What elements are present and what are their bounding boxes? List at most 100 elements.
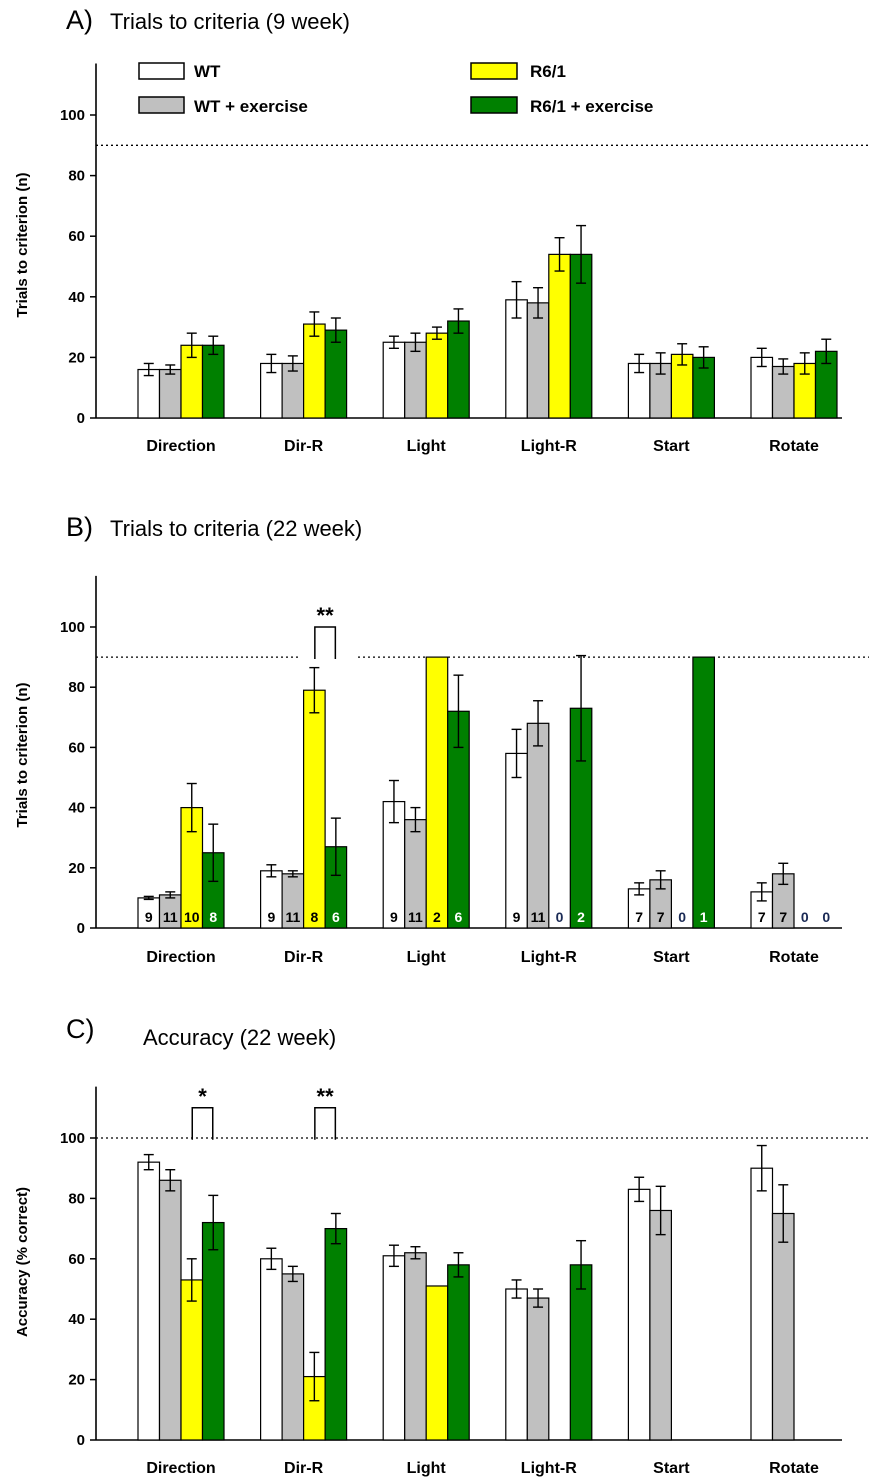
n-label-wt-exercise-dir-r: 11: [285, 909, 300, 925]
n-label-r6-1-exercise-light: 6: [455, 909, 463, 925]
n-label-r6-1-light: 2: [433, 909, 441, 925]
panel-b-title: Trials to criteria (22 week): [110, 516, 362, 541]
panel-a-ylabel: Trials to criterion (n): [14, 172, 31, 317]
legend-label-wt-exercise: WT + exercise: [194, 97, 308, 116]
n-label-wt-exercise-start: 7: [657, 909, 665, 925]
category-label-light-r: Light-R: [521, 438, 577, 455]
category-label-rotate: Rotate: [769, 438, 819, 455]
bar-r6-1-exercise-direction: [201, 1221, 225, 1441]
bar-r6-1-exercise-direction: [201, 344, 225, 419]
category-label-start: Start: [653, 438, 690, 455]
bar-r6-1-light-r: [548, 253, 571, 419]
y-tick-label: 40: [68, 800, 85, 817]
n-label-wt-exercise-light-r: 11: [531, 909, 546, 925]
bar-wt-exercise-light: [404, 341, 427, 419]
panel-c-ylabel: Accuracy (% correct): [14, 1187, 31, 1337]
n-label-r6-1-rotate: 0: [801, 909, 809, 925]
bar-wt-exercise-light-r: [526, 1297, 550, 1441]
y-tick-label: 60: [68, 1251, 85, 1268]
bar-wt-light: [382, 341, 406, 419]
bar-r6-1-dir-r: [303, 689, 326, 929]
bar-r6-1-direction: [180, 1279, 204, 1441]
category-label-light-r: Light-R: [521, 1460, 577, 1477]
significance-bracket: [191, 1107, 214, 1140]
bar-r6-1-exercise-dir-r: [324, 329, 348, 419]
y-tick-label: 80: [68, 168, 85, 185]
y-tick-label: 20: [68, 349, 85, 366]
n-label-wt-rotate: 7: [758, 909, 766, 925]
bar-r6-1-exercise-start: [692, 656, 716, 929]
category-label-dir-r: Dir-R: [284, 438, 324, 455]
category-label-dir-r: Dir-R: [284, 949, 324, 966]
bar-wt-exercise-dir-r: [281, 1273, 305, 1441]
category-label-direction: Direction: [146, 949, 215, 966]
bar-wt-direction: [137, 368, 161, 419]
bar-r6-1-exercise-dir-r: [324, 1227, 348, 1441]
n-label-r6-1-start: 0: [678, 909, 686, 925]
legend-swatch-wt-exercise: [138, 96, 185, 114]
bar-r6-1-light: [425, 332, 449, 419]
bar-wt-direction: [137, 1161, 161, 1441]
bar-r6-1-exercise-light-r: [569, 1264, 593, 1441]
n-label-r6-1-direction: 10: [184, 909, 200, 925]
n-label-r6-1-exercise-light-r: 2: [577, 909, 585, 925]
panel-a-letter: A): [66, 5, 93, 35]
significance-label: **: [317, 1084, 335, 1109]
n-label-wt-exercise-rotate: 7: [779, 909, 787, 925]
n-label-wt-light: 9: [390, 909, 398, 925]
bar-wt-dir-r: [260, 1258, 283, 1441]
category-label-direction: Direction: [146, 1460, 215, 1477]
legend-swatch-r61: [470, 62, 518, 80]
y-tick-label: 60: [68, 739, 85, 756]
y-tick-label: 40: [68, 1311, 85, 1328]
y-tick-label: 0: [77, 1432, 85, 1449]
bar-wt-light-r: [505, 752, 528, 929]
category-label-rotate: Rotate: [769, 1460, 819, 1477]
category-label-light-r: Light-R: [521, 949, 577, 966]
bar-wt-start: [627, 1188, 651, 1441]
panel-c-letter: C): [66, 1014, 95, 1044]
n-label-r6-1-exercise-direction: 8: [209, 909, 217, 925]
y-tick-label: 20: [68, 1372, 85, 1389]
legend-swatch-wt: [138, 62, 185, 80]
panel-b-ylabel: Trials to criterion (n): [14, 682, 31, 827]
bar-r6-1-exercise-light: [447, 1264, 470, 1441]
y-tick-label: 40: [68, 289, 85, 306]
y-tick-label: 0: [77, 920, 85, 937]
n-label-r6-1-exercise-start: 1: [700, 909, 708, 925]
bar-wt-exercise-light-r: [526, 722, 550, 929]
y-tick-label: 0: [77, 410, 85, 427]
y-tick-label: 80: [68, 679, 85, 696]
legend-label-r61-exercise: R6/1 + exercise: [530, 97, 653, 116]
category-label-start: Start: [653, 949, 690, 966]
panel-c-plot: 0 20 40 60 80 100 Direction Dir-R Light Light-R St…: [60, 1084, 869, 1477]
category-label-start: Start: [653, 1460, 690, 1477]
bar-wt-exercise-direction: [158, 368, 182, 419]
panel-b-letter: B): [66, 512, 93, 542]
n-label-r6-1-exercise-rotate: 0: [822, 909, 830, 925]
bar-wt-rotate: [750, 1167, 774, 1441]
bar-wt-exercise-light-r: [526, 302, 550, 419]
category-label-rotate: Rotate: [769, 949, 819, 966]
n-label-wt-start: 7: [635, 909, 643, 925]
legend-label-r61: R6/1: [530, 62, 566, 81]
y-tick-label: 100: [60, 107, 85, 124]
n-label-wt-exercise-light: 11: [408, 909, 423, 925]
bar-wt-exercise-direction: [158, 1179, 182, 1441]
significance-bracket: [314, 626, 337, 659]
category-label-light: Light: [407, 1460, 447, 1477]
bar-r6-1-dir-r: [303, 323, 326, 419]
significance-bracket: [314, 1107, 337, 1140]
n-label-wt-light-r: 9: [513, 909, 521, 925]
panel-c-title: Accuracy (22 week): [143, 1025, 336, 1050]
significance-label: **: [317, 603, 335, 628]
category-label-light: Light: [407, 438, 447, 455]
bar-wt-exercise-rotate: [771, 1212, 795, 1441]
n-label-r6-1-light-r: 0: [556, 909, 564, 925]
legend: WT WT + exercise R6/1 R6/1 + exercise: [138, 62, 653, 116]
bar-r6-1-exercise-light: [447, 320, 470, 419]
bar-r6-1-light: [425, 656, 449, 929]
significance-label: *: [198, 1084, 207, 1109]
legend-swatch-r61-exercise: [470, 96, 518, 114]
